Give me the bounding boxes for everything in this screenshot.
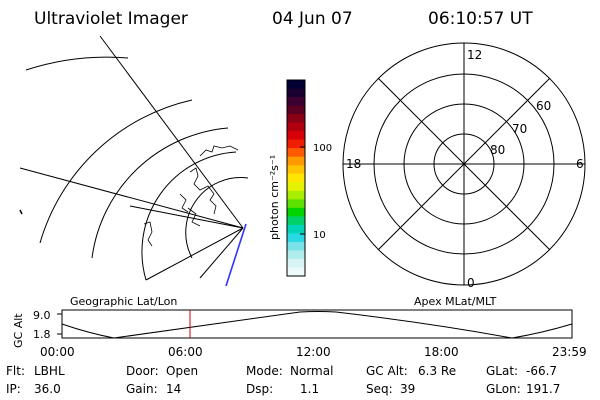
glon-label: GLon:	[486, 382, 521, 396]
timeline-frame	[61, 309, 573, 339]
xtick-0600: 06:00	[168, 345, 203, 359]
status-panel: Flt: LBHL IP: 36.0 Door: Open Gain: 14 M…	[6, 364, 560, 396]
timeline-left-label: Geographic Lat/Lon	[70, 295, 177, 308]
timeline-right-label: Apex MLat/MLT	[414, 295, 497, 308]
map-meridian-2	[19, 167, 244, 229]
colorbar-cell	[287, 131, 305, 141]
ip-label: IP:	[6, 382, 21, 396]
map-meridian-4	[129, 205, 244, 229]
ytick-label-1-8: 1.8	[33, 328, 51, 341]
map-meridian-5	[199, 227, 244, 279]
dsp-label: Dsp:	[246, 382, 273, 396]
colorbar-cell	[287, 97, 305, 107]
colorbar-gradient	[287, 80, 305, 277]
colorbar: 100 10 photon cm⁻²s⁻¹	[268, 79, 332, 277]
colorbar-cell	[287, 80, 305, 90]
instrument-title: Ultraviolet Imager	[34, 9, 188, 29]
colorbar-cell	[287, 241, 305, 252]
colorbar-frame	[286, 79, 306, 277]
colorbar-cell	[287, 207, 305, 217]
colorbar-cell	[287, 148, 305, 158]
island-mark	[19, 209, 23, 215]
polar-plot	[342, 42, 586, 286]
colorbar-cell	[287, 233, 305, 243]
door-value: Open	[166, 364, 198, 378]
colorbar-cell	[287, 114, 305, 124]
flt-label: Flt:	[6, 364, 25, 378]
time-label: 06:10:57 UT	[428, 9, 533, 29]
colorbar-cell	[287, 182, 305, 192]
ytick-label-9: 9.0	[33, 309, 51, 322]
map-meridian-3	[145, 227, 244, 281]
colorbar-cell	[287, 156, 305, 166]
date-label: 04 Jun 07	[272, 9, 353, 29]
seq-value: 39	[400, 382, 415, 396]
geographic-map	[19, 35, 249, 287]
map-lat-arc-4	[141, 151, 237, 281]
colorbar-tick-label-10: 10	[313, 230, 326, 241]
polar-label-18: 18	[346, 157, 361, 171]
timeline-axis-title: GC Alt	[12, 313, 25, 348]
polar-label-80: 80	[490, 143, 505, 157]
colorbar-cell	[287, 199, 305, 209]
polar-label-0: 0	[467, 276, 475, 290]
seq-label: Seq:	[366, 382, 393, 396]
colorbar-cell	[287, 105, 305, 115]
gain-label: Gain:	[126, 382, 158, 396]
colorbar-cell	[287, 267, 305, 277]
polar-label-6: 6	[576, 157, 584, 171]
colorbar-cell	[287, 173, 305, 183]
ip-value: 36.0	[34, 382, 61, 396]
colorbar-cell	[287, 250, 305, 260]
colorbar-cell	[287, 88, 305, 98]
colorbar-cell	[287, 122, 305, 132]
polar-diagonal-2	[377, 77, 551, 251]
colorbar-unit-label: photon cm⁻²s⁻¹	[268, 155, 281, 240]
mode-value: Normal	[290, 364, 333, 378]
glat-value: -66.7	[526, 364, 557, 378]
flt-value: LBHL	[34, 364, 65, 378]
altitude-timeline	[57, 309, 573, 339]
gain-value: 14	[166, 382, 181, 396]
door-label: Door:	[126, 364, 159, 378]
xtick-1800: 18:00	[424, 345, 459, 359]
colorbar-cell	[287, 165, 305, 175]
gcalt-value: 6.3 Re	[418, 364, 456, 378]
colorbar-cell	[287, 139, 305, 149]
glat-label: GLat:	[486, 364, 518, 378]
colorbar-tick-label-100: 100	[313, 143, 332, 154]
xtick-1200: 12:00	[296, 345, 331, 359]
map-lat-arc-3	[91, 127, 229, 259]
glon-value: 191.7	[526, 382, 560, 396]
colorbar-cell	[287, 216, 305, 226]
polar-label-12: 12	[467, 48, 482, 62]
gcalt-label: GC Alt:	[366, 364, 408, 378]
colorbar-cell	[287, 224, 305, 234]
colorbar-cell	[287, 190, 305, 200]
mode-label: Mode:	[246, 364, 283, 378]
satellite-track	[225, 223, 247, 287]
polar-label-70: 70	[512, 122, 527, 136]
colorbar-cell	[287, 258, 305, 269]
coastline-outline	[143, 145, 239, 247]
map-lat-arc-5	[185, 177, 249, 259]
polar-label-60: 60	[536, 99, 551, 113]
map-meridian-1	[99, 35, 244, 229]
xtick-0000: 00:00	[40, 345, 75, 359]
dsp-value: 1.1	[300, 382, 319, 396]
altitude-curve	[61, 311, 573, 339]
map-lat-arc-2	[39, 99, 193, 244]
map-lat-arc-1	[25, 56, 129, 71]
xtick-2359: 23:59	[552, 345, 587, 359]
